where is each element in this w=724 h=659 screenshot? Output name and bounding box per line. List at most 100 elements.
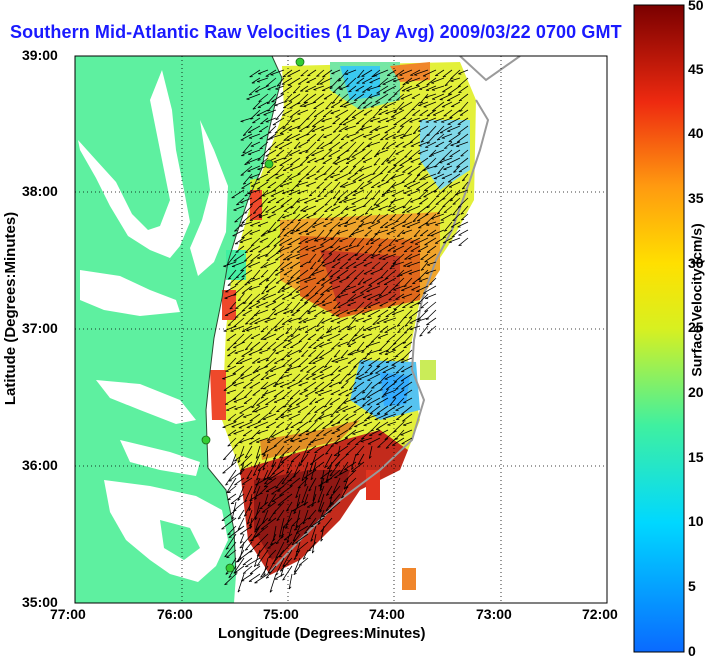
vector-arrow: [329, 277, 341, 284]
vector-arrow: [283, 93, 293, 103]
vector-arrowhead: [369, 412, 373, 415]
vector-arrow: [291, 517, 301, 527]
vector-arrow: [316, 141, 325, 150]
vector-arrowhead: [235, 307, 239, 309]
vector-arrow: [401, 365, 413, 373]
vector-arrowhead: [268, 519, 272, 522]
vector-arrowhead: [251, 406, 255, 409]
vector-arrow: [364, 245, 373, 254]
vector-arrow: [378, 373, 389, 384]
vector-arrowhead: [275, 252, 280, 255]
vector-arrow: [275, 85, 285, 90]
vector-arrow: [418, 189, 429, 200]
vector-arrowhead: [269, 589, 273, 593]
vector-arrow: [304, 237, 317, 243]
vector-arrow: [379, 221, 389, 229]
vector-arrow: [354, 245, 365, 257]
vector-arrow: [289, 157, 301, 166]
vector-arrow: [237, 293, 245, 302]
vector-arrow: [265, 285, 277, 293]
vector-arrow: [436, 133, 445, 141]
vector-arrow: [242, 557, 253, 566]
vector-arrow: [402, 197, 413, 209]
vector-arrow: [230, 325, 245, 332]
vector-arrow: [422, 165, 437, 171]
station-marker: [225, 563, 235, 573]
vector-arrowhead: [308, 261, 312, 264]
vector-arrow: [318, 493, 325, 512]
vector-arrowhead: [352, 433, 356, 435]
vector-arrow: [312, 221, 325, 228]
vector-arrow: [289, 165, 301, 171]
vector-arrowhead: [316, 171, 320, 173]
vector-arrow: [306, 77, 317, 83]
vector-arrow: [404, 317, 413, 327]
vector-arrow: [225, 469, 237, 486]
vector-arrow: [286, 133, 301, 141]
vector-arrowhead: [294, 529, 298, 531]
vector-arrow: [290, 341, 301, 348]
vector-arrowhead: [355, 443, 359, 446]
vector-arrow: [312, 461, 325, 471]
vector-arrow: [455, 189, 469, 195]
vector-arrow: [457, 77, 469, 88]
vector-arrow: [280, 85, 293, 95]
vector-arrow: [414, 237, 429, 245]
vector-arrow: [249, 533, 261, 542]
vector-arrow: [291, 437, 301, 442]
vector-arrowhead: [299, 464, 303, 467]
vector-arrow: [291, 293, 301, 299]
vector-arrow: [265, 245, 277, 257]
ytick-label: 36:00: [22, 457, 58, 473]
vector-arrowhead: [329, 497, 333, 499]
vector-arrow: [269, 573, 277, 593]
vector-arrowhead: [260, 330, 264, 333]
vector-arrow: [252, 405, 261, 413]
vector-arrowhead: [308, 420, 312, 423]
vector-arrow: [424, 301, 437, 312]
vector-arrow: [319, 349, 333, 359]
vector-arrowhead: [233, 385, 237, 387]
vector-arrowhead: [430, 218, 434, 220]
vector-arrow: [457, 117, 469, 125]
vector-arrow: [399, 269, 413, 276]
vector-arrowhead: [371, 75, 375, 78]
vector-arrow: [273, 437, 285, 447]
vector-arrow: [313, 109, 325, 118]
vector-arrowhead: [260, 378, 264, 381]
vector-arrowhead: [406, 90, 410, 92]
vector-arrowhead: [444, 147, 448, 149]
vector-arrow: [318, 389, 333, 396]
vector-arrow: [290, 181, 301, 192]
vector-arrowhead: [283, 405, 287, 408]
vector-arrow: [248, 85, 261, 96]
vector-arrow: [275, 197, 285, 204]
vector-arrowhead: [458, 100, 462, 102]
vector-arrow: [449, 189, 461, 202]
vector-arrow: [248, 349, 261, 356]
vector-arrow: [271, 493, 285, 502]
vector-arrow: [346, 437, 357, 445]
vector-arrow: [409, 317, 421, 324]
vector-arrow: [410, 237, 421, 243]
vector-arrowhead: [402, 206, 406, 209]
vector-arrow: [292, 461, 301, 478]
vector-arrow: [323, 397, 333, 408]
vector-arrow: [233, 501, 245, 512]
vector-arrowhead: [462, 187, 466, 190]
vector-arrow: [403, 421, 413, 426]
vector-arrow: [443, 205, 453, 213]
vector-arrow: [344, 213, 357, 224]
colorbar-tick: 30: [688, 255, 704, 271]
vector-arrow: [353, 381, 365, 390]
vector-arrowhead: [257, 159, 261, 161]
vector-arrow: [226, 549, 237, 559]
vector-arrow: [458, 93, 469, 102]
vector-arrow: [295, 397, 309, 406]
vector-arrow: [246, 325, 261, 331]
vector-arrow: [236, 197, 245, 206]
vector-arrow: [331, 341, 341, 350]
vector-arrow: [392, 389, 405, 399]
vector-arrowhead: [340, 292, 344, 295]
vector-arrow: [369, 365, 381, 375]
